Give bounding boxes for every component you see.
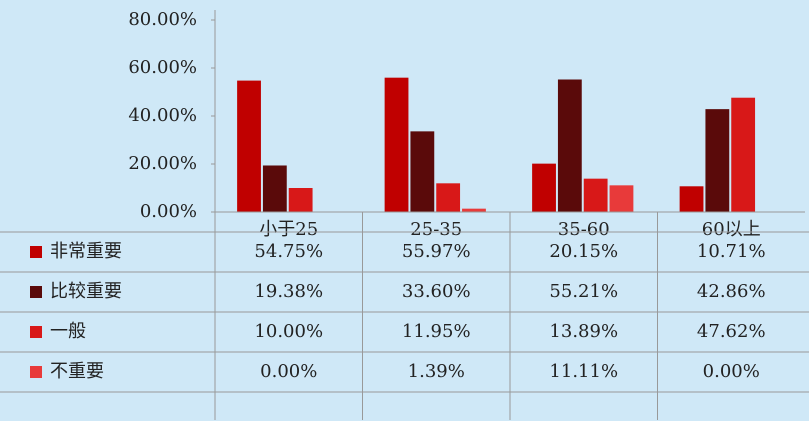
bar — [609, 185, 634, 212]
x-tick-label: 小于25 — [259, 219, 318, 240]
value-label: 42.86% — [697, 281, 766, 302]
value-label: 54.75% — [254, 241, 323, 262]
value-label: 11.11% — [549, 361, 618, 382]
legend-swatch — [30, 366, 42, 378]
bar — [410, 131, 435, 212]
value-label: 10.71% — [697, 241, 766, 262]
value-label: 20.15% — [549, 241, 618, 262]
x-tick-label: 25-35 — [410, 219, 462, 240]
value-label: 0.00% — [703, 361, 760, 382]
legend-label: 非常重要 — [50, 241, 122, 262]
bar — [462, 208, 486, 212]
bar — [557, 79, 582, 212]
value-label: 55.97% — [402, 241, 471, 262]
y-tick-label: 40.00% — [128, 105, 197, 126]
bar — [436, 183, 461, 212]
y-tick-label: 80.00% — [128, 9, 197, 30]
legend-label: 不重要 — [50, 361, 104, 382]
value-label: 10.00% — [254, 321, 323, 342]
value-label: 0.00% — [260, 361, 317, 382]
value-label: 33.60% — [402, 281, 471, 302]
y-tick-label: 60.00% — [128, 57, 197, 78]
value-label: 13.89% — [549, 321, 618, 342]
bar — [705, 109, 730, 212]
value-label: 19.38% — [254, 281, 323, 302]
value-label: 47.62% — [697, 321, 766, 342]
bar — [583, 178, 608, 212]
bar — [384, 77, 409, 212]
legend-label: 一般 — [50, 321, 86, 342]
y-tick-label: 20.00% — [128, 153, 197, 174]
legend-label: 比较重要 — [50, 281, 122, 302]
x-tick-label: 60以上 — [702, 219, 761, 240]
legend-swatch — [30, 286, 42, 298]
value-label: 55.21% — [549, 281, 618, 302]
bar — [731, 97, 756, 212]
bar — [679, 186, 704, 212]
legend-swatch — [30, 326, 42, 338]
y-tick-label: 0.00% — [140, 201, 197, 222]
value-label: 11.95% — [402, 321, 471, 342]
value-label: 1.39% — [408, 361, 465, 382]
bar — [237, 80, 261, 212]
bar — [262, 165, 287, 212]
bar — [532, 163, 556, 212]
bar — [288, 188, 313, 212]
legend-swatch — [30, 246, 42, 258]
x-tick-label: 35-60 — [558, 219, 610, 240]
